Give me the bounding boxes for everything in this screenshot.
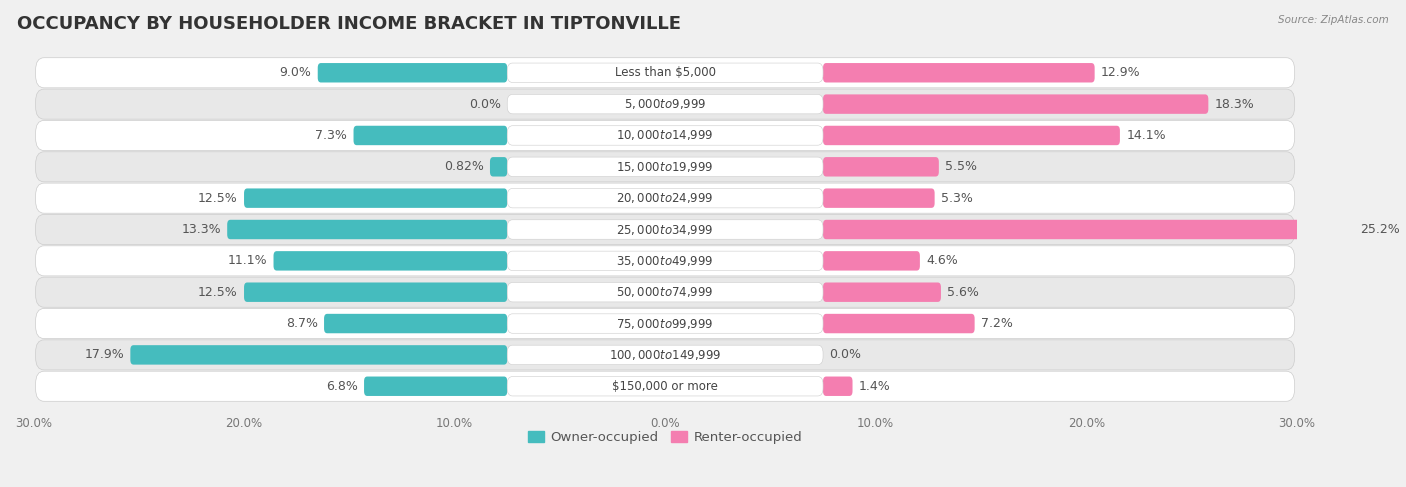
Text: $75,000 to $99,999: $75,000 to $99,999 <box>616 317 714 331</box>
Text: $10,000 to $14,999: $10,000 to $14,999 <box>616 129 714 143</box>
Text: $150,000 or more: $150,000 or more <box>612 380 718 393</box>
FancyBboxPatch shape <box>823 63 1095 82</box>
FancyBboxPatch shape <box>508 188 823 208</box>
Text: 4.6%: 4.6% <box>927 254 957 267</box>
FancyBboxPatch shape <box>35 340 1295 370</box>
FancyBboxPatch shape <box>508 251 823 271</box>
Text: 0.0%: 0.0% <box>470 97 501 111</box>
FancyBboxPatch shape <box>508 63 823 82</box>
FancyBboxPatch shape <box>35 246 1295 276</box>
Text: $20,000 to $24,999: $20,000 to $24,999 <box>616 191 714 205</box>
FancyBboxPatch shape <box>35 183 1295 213</box>
FancyBboxPatch shape <box>823 94 1208 114</box>
FancyBboxPatch shape <box>245 282 508 302</box>
FancyBboxPatch shape <box>35 58 1295 88</box>
Text: 18.3%: 18.3% <box>1215 97 1254 111</box>
Text: 8.7%: 8.7% <box>285 317 318 330</box>
FancyBboxPatch shape <box>823 314 974 333</box>
Text: $15,000 to $19,999: $15,000 to $19,999 <box>616 160 714 174</box>
FancyBboxPatch shape <box>508 376 823 396</box>
Text: Less than $5,000: Less than $5,000 <box>614 66 716 79</box>
Text: 12.5%: 12.5% <box>198 286 238 299</box>
FancyBboxPatch shape <box>228 220 508 239</box>
FancyBboxPatch shape <box>323 314 508 333</box>
Text: 25.2%: 25.2% <box>1360 223 1400 236</box>
FancyBboxPatch shape <box>35 214 1295 244</box>
FancyBboxPatch shape <box>823 157 939 176</box>
FancyBboxPatch shape <box>823 220 1354 239</box>
Text: 13.3%: 13.3% <box>181 223 221 236</box>
FancyBboxPatch shape <box>35 120 1295 150</box>
Text: 1.4%: 1.4% <box>859 380 890 393</box>
FancyBboxPatch shape <box>35 371 1295 401</box>
Text: $25,000 to $34,999: $25,000 to $34,999 <box>616 223 714 237</box>
Text: $35,000 to $49,999: $35,000 to $49,999 <box>616 254 714 268</box>
FancyBboxPatch shape <box>823 376 852 396</box>
FancyBboxPatch shape <box>508 345 823 365</box>
Legend: Owner-occupied, Renter-occupied: Owner-occupied, Renter-occupied <box>523 426 808 450</box>
FancyBboxPatch shape <box>245 188 508 208</box>
FancyBboxPatch shape <box>35 308 1295 338</box>
Text: 0.82%: 0.82% <box>444 160 484 173</box>
FancyBboxPatch shape <box>35 89 1295 119</box>
Text: 14.1%: 14.1% <box>1126 129 1166 142</box>
FancyBboxPatch shape <box>35 277 1295 307</box>
FancyBboxPatch shape <box>274 251 508 271</box>
FancyBboxPatch shape <box>508 314 823 333</box>
Text: 11.1%: 11.1% <box>228 254 267 267</box>
Text: 12.9%: 12.9% <box>1101 66 1140 79</box>
FancyBboxPatch shape <box>508 220 823 239</box>
Text: 7.3%: 7.3% <box>315 129 347 142</box>
Text: 5.6%: 5.6% <box>948 286 979 299</box>
Text: Source: ZipAtlas.com: Source: ZipAtlas.com <box>1278 15 1389 25</box>
FancyBboxPatch shape <box>823 282 941 302</box>
Text: 6.8%: 6.8% <box>326 380 357 393</box>
FancyBboxPatch shape <box>823 126 1121 145</box>
FancyBboxPatch shape <box>823 251 920 271</box>
Text: 17.9%: 17.9% <box>84 348 124 361</box>
Text: 7.2%: 7.2% <box>981 317 1012 330</box>
Text: 12.5%: 12.5% <box>198 192 238 205</box>
FancyBboxPatch shape <box>508 94 823 114</box>
FancyBboxPatch shape <box>364 376 508 396</box>
Text: OCCUPANCY BY HOUSEHOLDER INCOME BRACKET IN TIPTONVILLE: OCCUPANCY BY HOUSEHOLDER INCOME BRACKET … <box>17 15 681 33</box>
FancyBboxPatch shape <box>823 188 935 208</box>
FancyBboxPatch shape <box>131 345 508 365</box>
Text: $5,000 to $9,999: $5,000 to $9,999 <box>624 97 706 111</box>
FancyBboxPatch shape <box>508 126 823 145</box>
Text: 5.3%: 5.3% <box>941 192 973 205</box>
Text: 9.0%: 9.0% <box>280 66 311 79</box>
FancyBboxPatch shape <box>508 282 823 302</box>
FancyBboxPatch shape <box>318 63 508 82</box>
Text: $50,000 to $74,999: $50,000 to $74,999 <box>616 285 714 299</box>
FancyBboxPatch shape <box>353 126 508 145</box>
FancyBboxPatch shape <box>35 152 1295 182</box>
Text: 5.5%: 5.5% <box>945 160 977 173</box>
Text: $100,000 to $149,999: $100,000 to $149,999 <box>609 348 721 362</box>
Text: 0.0%: 0.0% <box>830 348 862 361</box>
FancyBboxPatch shape <box>508 157 823 176</box>
FancyBboxPatch shape <box>489 157 508 176</box>
